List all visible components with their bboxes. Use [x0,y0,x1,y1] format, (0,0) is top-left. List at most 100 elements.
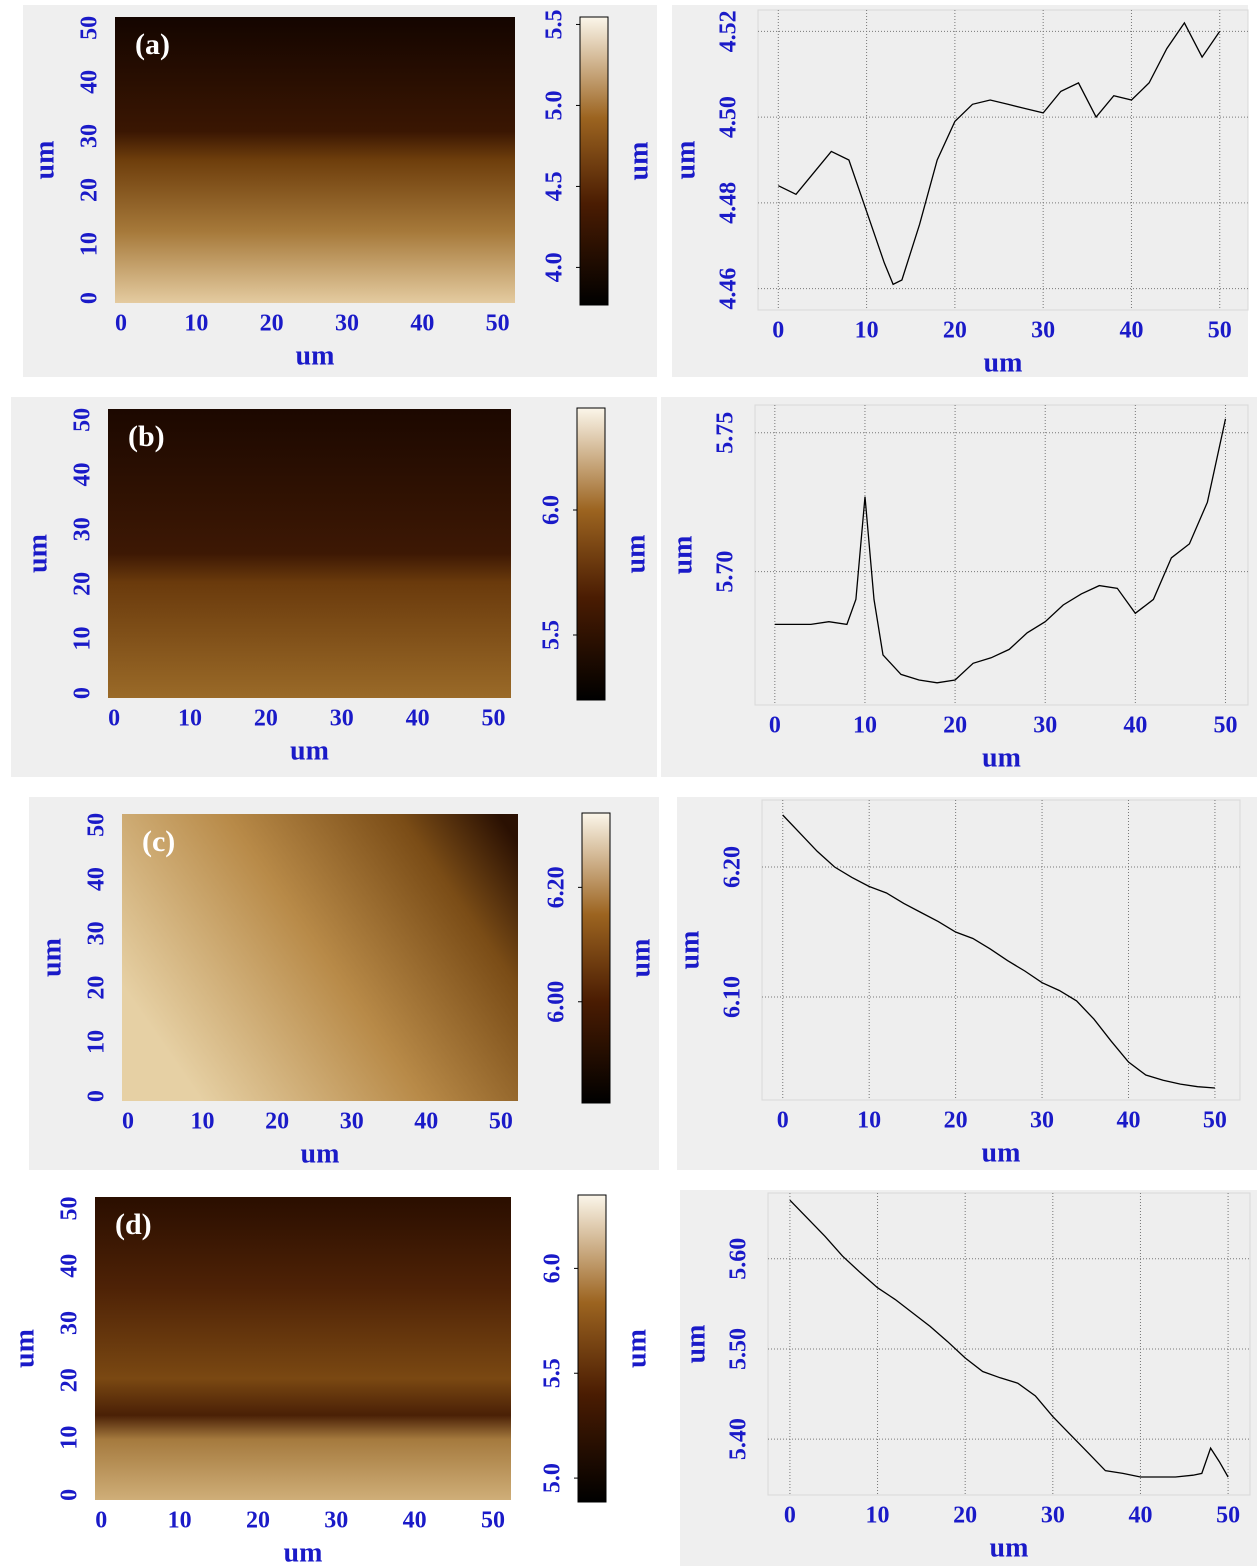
x-tick-label: 40 [410,311,434,337]
x-tick-label: 20 [953,1503,977,1529]
x-tick-label: 40 [1119,318,1143,344]
colorbar [576,407,606,701]
colorbar-tick-label: 5.5 [540,1358,566,1388]
y-axis-label: um [9,1329,40,1368]
y-tick-label: 40 [77,70,103,94]
y-tick-label: 10 [84,1030,110,1054]
profile-line [778,21,1221,286]
y-tick-label: 50 [77,16,103,40]
afm-image [108,409,511,698]
x-tick-label: 20 [944,1108,968,1134]
y-tick-label: 40 [57,1254,83,1278]
y-tick-label: 5.40 [726,1418,752,1460]
x-tick-label: 40 [406,706,430,732]
x-tick-label: 40 [1116,1108,1140,1134]
y-tick-label: 4.46 [716,268,742,310]
y-tick-label: 20 [57,1368,83,1392]
x-tick-label: 10 [866,1503,890,1529]
x-tick-label: 0 [115,311,127,337]
x-tick-label: 0 [95,1508,107,1534]
x-tick-label: 10 [855,318,879,344]
x-tick-label: 30 [330,706,354,732]
x-tick-label: 30 [324,1508,348,1534]
x-tick-label: 50 [486,311,510,337]
y-axis-label: um [670,141,701,180]
y-tick-label: 5.50 [726,1328,752,1370]
y-axis-label: um [36,938,67,977]
y-tick-label: 5.70 [713,551,739,593]
colorbar-label: um [620,535,651,574]
x-tick-label: 0 [784,1503,796,1529]
x-tick-label: 50 [1203,1108,1227,1134]
x-tick-label: 20 [265,1109,289,1135]
colorbar [581,812,611,1104]
x-tick-label: 50 [1216,1503,1240,1529]
x-axis-label: um [990,1532,1029,1563]
x-tick-label: 10 [178,706,202,732]
x-tick-label: 50 [481,1508,505,1534]
colorbar-tick-label: 4.5 [542,171,568,201]
y-tick-label: 50 [57,1196,83,1220]
y-tick-label: 5.60 [726,1238,752,1280]
y-tick-label: 10 [57,1426,83,1450]
panel-label: (d) [115,1208,152,1241]
y-axis-label: um [22,534,53,573]
x-tick-label: 40 [414,1109,438,1135]
x-tick-label: 40 [1123,713,1147,739]
y-tick-label: 10 [70,626,96,650]
x-axis-label: um [284,1537,323,1566]
colorbar-label: um [621,1329,652,1368]
x-tick-label: 30 [1033,713,1057,739]
y-tick-label: 40 [84,867,110,891]
y-tick-label: 4.50 [716,96,742,138]
x-axis-label: um [296,340,335,371]
plot-area [754,404,1249,706]
colorbar-tick-label: 5.5 [542,9,568,39]
x-tick-label: 0 [108,706,120,732]
x-tick-label: 40 [1128,1503,1152,1529]
profile-line [774,418,1227,684]
y-tick-label: 0 [70,687,96,699]
x-axis-label: um [301,1138,340,1169]
plot-area [757,9,1249,311]
y-tick-label: 10 [77,232,103,256]
y-tick-label: 4.48 [716,182,742,224]
x-tick-label: 50 [482,706,506,732]
y-tick-label: 30 [57,1311,83,1335]
colorbar-tick-label: 5.0 [542,90,568,120]
x-tick-label: 50 [1213,713,1237,739]
y-tick-label: 6.20 [720,846,746,888]
colorbar-label: um [623,142,654,181]
afm-image [115,17,515,303]
y-tick-label: 4.52 [716,10,742,52]
panel-label: (b) [128,420,165,453]
y-axis-label: um [667,536,698,575]
colorbar [577,1194,607,1503]
x-tick-label: 50 [489,1109,513,1135]
x-tick-label: 10 [191,1109,215,1135]
colorbar-tick-label: 5.0 [540,1463,566,1493]
colorbar-label: um [625,939,656,978]
y-tick-label: 20 [77,178,103,202]
x-tick-label: 20 [246,1508,270,1534]
x-tick-label: 30 [1041,1503,1065,1529]
colorbar-tick-label: 6.0 [540,1253,566,1283]
x-axis-label: um [290,735,329,766]
y-tick-label: 30 [84,921,110,945]
colorbar-tick-label: 6.00 [544,981,570,1023]
y-tick-label: 50 [84,813,110,837]
x-tick-label: 30 [1030,1108,1054,1134]
x-tick-label: 30 [335,311,359,337]
afm-image [95,1197,511,1500]
afm-image [122,814,518,1101]
y-axis-label: um [674,931,705,970]
x-tick-label: 20 [943,713,967,739]
y-axis-label: um [680,1325,711,1364]
y-tick-label: 6.10 [720,976,746,1018]
colorbar [579,16,609,306]
x-tick-label: 30 [340,1109,364,1135]
x-axis-label: um [982,742,1021,773]
profile-line [789,1199,1229,1478]
